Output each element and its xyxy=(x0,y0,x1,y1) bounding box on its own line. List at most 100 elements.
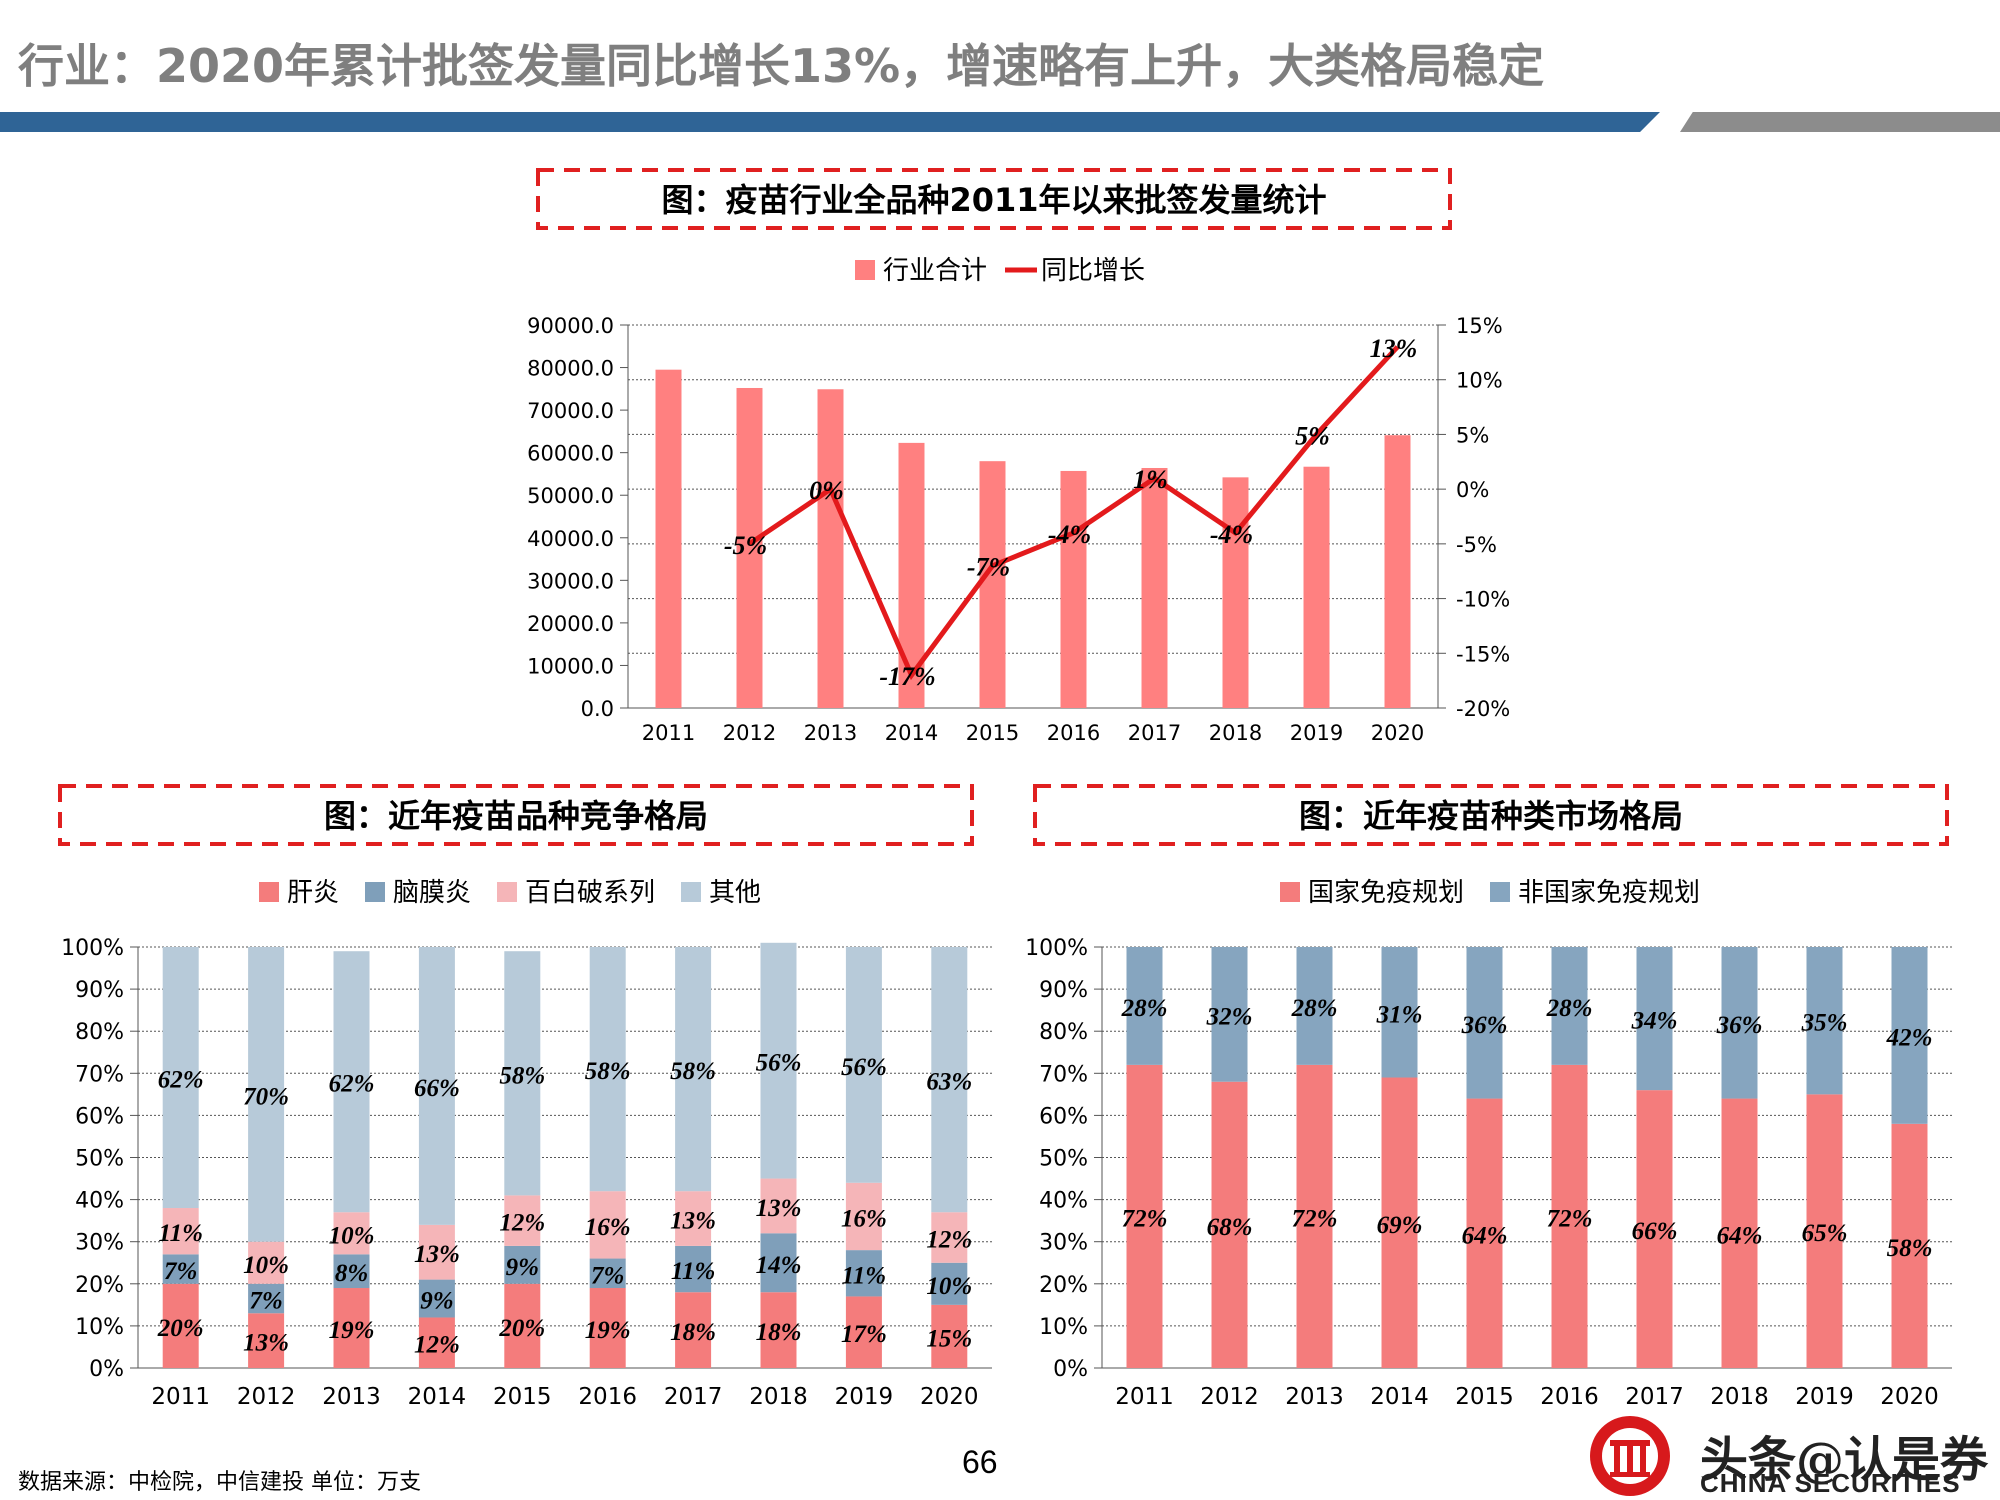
chart1-bar xyxy=(817,389,844,708)
chart3-bar-segment xyxy=(1296,947,1333,1065)
chart2-bar-segment xyxy=(845,1296,882,1368)
chart2-bar-segment xyxy=(248,947,285,1242)
chart2-data-label: 9% xyxy=(420,1288,453,1315)
chart3-data-label: 28% xyxy=(1546,995,1593,1022)
chart2-data-label: 13% xyxy=(243,1330,289,1357)
chart2-data-label: 7% xyxy=(591,1262,624,1289)
chart2-y-tick-label: 80% xyxy=(75,1020,124,1045)
chart1-x-tick-label: 2017 xyxy=(1128,721,1181,745)
chart2-bar-segment xyxy=(845,1182,882,1251)
chart3-bar-segment xyxy=(1381,1077,1418,1368)
chart1-x-tick-label: 2018 xyxy=(1209,721,1262,745)
chart3-data-label: 36% xyxy=(1716,1012,1763,1039)
chart3-data-label: 66% xyxy=(1632,1218,1678,1245)
chart3-data-label: 68% xyxy=(1207,1214,1253,1241)
chart2-bar-segment xyxy=(675,1191,712,1246)
chart1-y2-tick-label: -5% xyxy=(1456,533,1497,557)
chart2-bar-segment xyxy=(248,1241,285,1284)
header-band-gray xyxy=(1680,112,2000,132)
chart2-swatch-2 xyxy=(497,882,517,902)
chart3-data-label: 64% xyxy=(1462,1222,1508,1249)
chart2-bar-segment xyxy=(931,1212,968,1263)
brand-name-cn: 头条@认是券 xyxy=(1700,1432,1989,1488)
chart3-data-label: 42% xyxy=(1886,1024,1933,1051)
chart3-bar-segment xyxy=(1636,947,1673,1091)
chart3-legend-label-1: 非国家免疫规划 xyxy=(1518,878,1700,908)
chart1-y2-tick-label: -15% xyxy=(1456,642,1510,666)
chart2-data-label: 13% xyxy=(414,1241,460,1268)
chart2-bar-segment xyxy=(333,1288,370,1368)
chart3-y-tick-label: 0% xyxy=(1053,1357,1088,1382)
chart2-bar-segment xyxy=(589,1191,626,1259)
chart2-y-tick-label: 50% xyxy=(75,1147,124,1172)
chart2-data-label: 13% xyxy=(756,1195,802,1222)
chart3-title: 图：近年疫苗种类市场格局 xyxy=(1299,797,1683,835)
chart2-data-label: 12% xyxy=(499,1210,545,1237)
chart2-bar-segment xyxy=(333,1254,370,1289)
chart1-x-tick-label: 2014 xyxy=(885,721,938,745)
chart2-bar-segment xyxy=(589,1288,626,1368)
chart1-bar xyxy=(1060,470,1087,708)
chart1-y-tick-label: 40000.0 xyxy=(527,527,614,551)
chart3-bar-segment xyxy=(1466,1098,1503,1368)
brand-name-en: CHINA SECURITIES xyxy=(1700,1468,1961,1498)
chart1-growth-line xyxy=(748,345,1400,681)
chart2-data-label: 16% xyxy=(841,1205,887,1232)
chart3-bar-segment xyxy=(1381,947,1418,1078)
chart3-y-tick-label: 30% xyxy=(1039,1231,1088,1256)
chart3-bar-segment xyxy=(1806,1094,1843,1368)
chart2-data-label: 70% xyxy=(243,1083,289,1110)
chart1-swatch-0 xyxy=(855,260,875,280)
chart3-bar-segment xyxy=(1551,1064,1588,1368)
chart1-bar xyxy=(1303,466,1330,708)
chart2-legend-label-1: 脑膜炎 xyxy=(393,878,471,908)
chart2-data-label: 56% xyxy=(841,1054,887,1081)
chart1-y-tick-label: 20000.0 xyxy=(527,612,614,636)
chart1-y-tick-label: 30000.0 xyxy=(527,569,614,593)
chart3-x-tick-label: 2015 xyxy=(1455,1384,1514,1410)
chart1-y2-tick-label: 10% xyxy=(1456,369,1503,393)
chart2-bar-segment xyxy=(675,1245,712,1293)
chart3-y-tick-label: 60% xyxy=(1039,1104,1088,1129)
chart2-swatch-3 xyxy=(681,882,701,902)
chart3-data-label: 64% xyxy=(1717,1222,1763,1249)
chart2-legend-label-0: 肝炎 xyxy=(287,878,339,908)
chart3-data-label: 65% xyxy=(1802,1220,1848,1247)
chart2-bar-segment xyxy=(675,1292,712,1368)
chart1-y-tick-label: 70000.0 xyxy=(527,399,614,423)
chart2-x-tick-label: 2012 xyxy=(237,1384,296,1410)
chart3-y-tick-label: 20% xyxy=(1039,1273,1088,1298)
chart2-bar-segment xyxy=(760,942,797,1179)
chart2-legend-label-3: 其他 xyxy=(709,878,761,908)
chart3-legend-label-0: 国家免疫规划 xyxy=(1308,878,1464,908)
chart1-x-tick-label: 2016 xyxy=(1047,721,1100,745)
chart2-data-label: 16% xyxy=(585,1214,631,1241)
chart2-data-label: 62% xyxy=(329,1071,375,1098)
chart2-x-tick-label: 2016 xyxy=(578,1384,637,1410)
chart3-bar-segment xyxy=(1721,1098,1758,1368)
chart3-data-label: 32% xyxy=(1206,1003,1253,1030)
chart3-x-tick-label: 2020 xyxy=(1880,1384,1939,1410)
chart3-bar-segment xyxy=(1126,947,1163,1065)
chart1-y-tick-label: 80000.0 xyxy=(527,357,614,381)
chart3-swatch-1 xyxy=(1490,882,1510,902)
chart2-data-label: 9% xyxy=(506,1254,539,1281)
chart2-data-label: 20% xyxy=(498,1315,545,1342)
chart2-data-label: 63% xyxy=(926,1069,972,1096)
chart1-data-label: -17% xyxy=(879,662,935,691)
chart3-x-tick-label: 2017 xyxy=(1625,1384,1684,1410)
chart2-y-tick-label: 20% xyxy=(75,1273,124,1298)
chart1-x-tick-label: 2011 xyxy=(642,721,695,745)
chart3-bar-segment xyxy=(1891,947,1928,1124)
chart3-bar-segment xyxy=(1211,1081,1248,1368)
chart3-x-tick-label: 2018 xyxy=(1710,1384,1769,1410)
chart2-bar-segment xyxy=(162,947,199,1209)
chart2-y-tick-label: 10% xyxy=(75,1315,124,1340)
chart2-bar-segment xyxy=(845,947,882,1183)
chart1-x-tick-label: 2013 xyxy=(804,721,857,745)
chart2-x-tick-label: 2018 xyxy=(749,1384,808,1410)
chart2-data-label: 10% xyxy=(243,1252,289,1279)
chart2-bar-segment xyxy=(504,951,541,1196)
chart2-bar-segment xyxy=(931,1304,968,1368)
chart3-bar-segment xyxy=(1466,947,1503,1099)
